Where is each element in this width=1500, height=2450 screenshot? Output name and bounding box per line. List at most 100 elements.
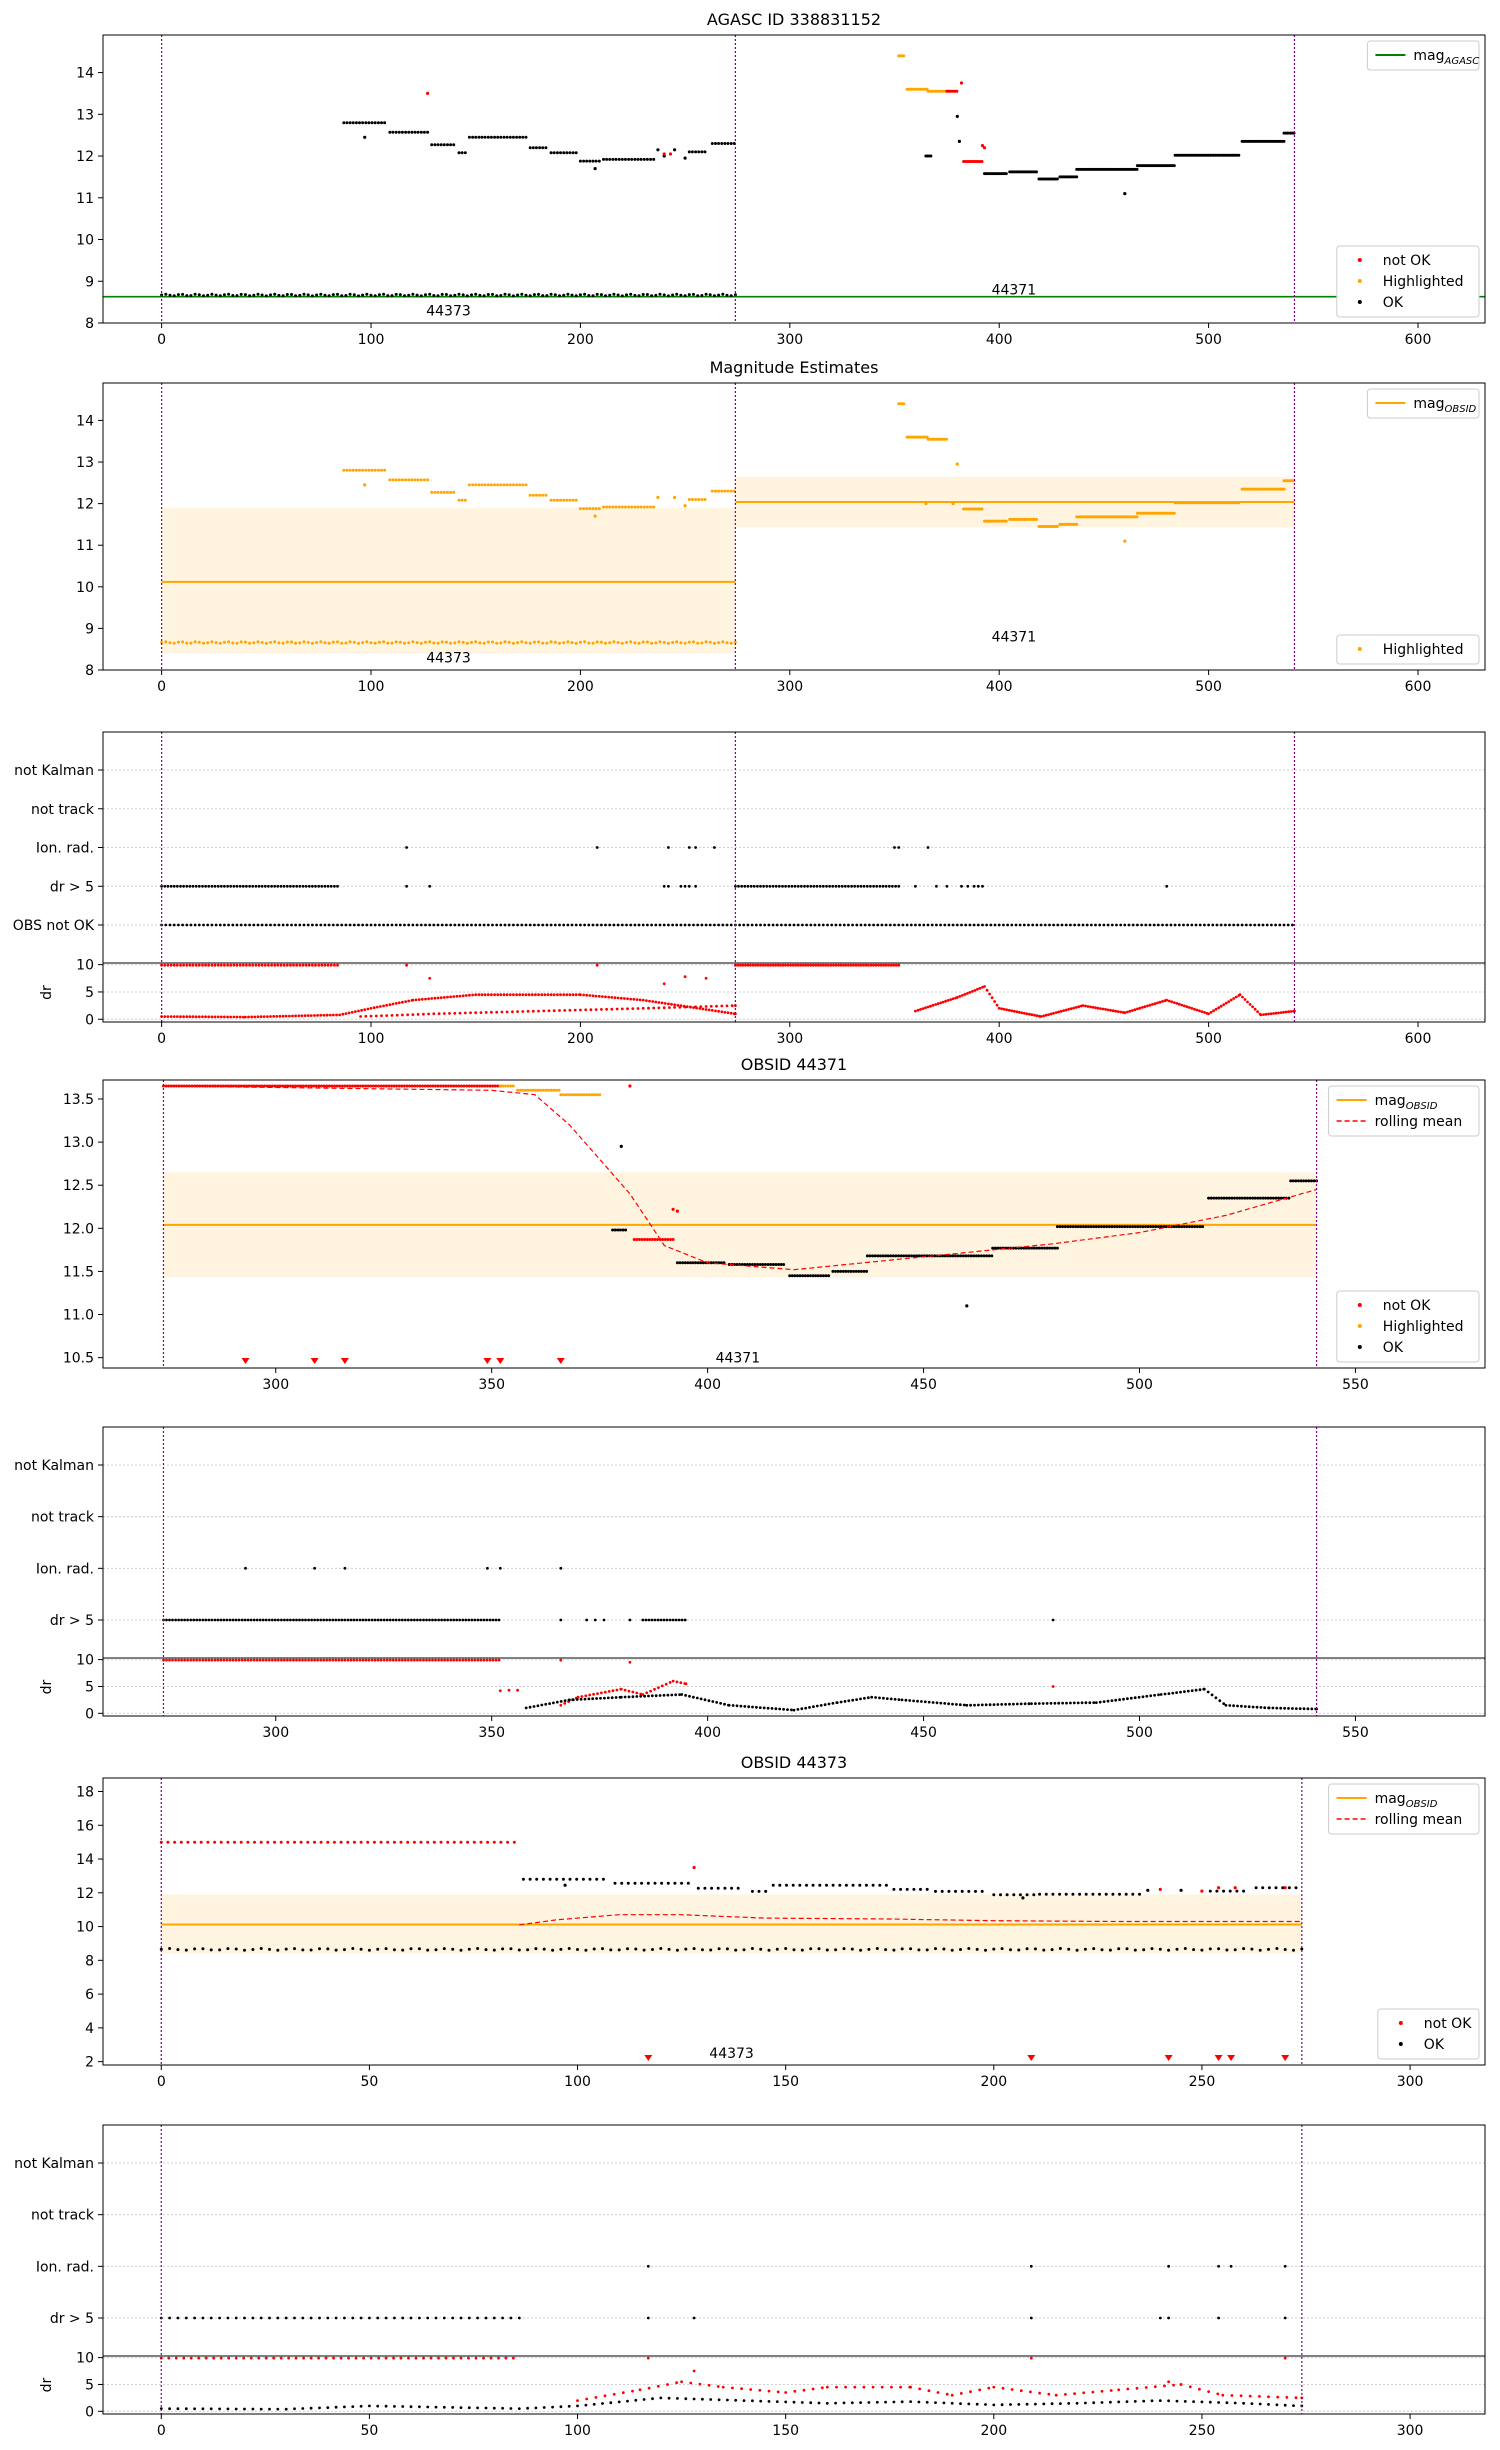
data-point: [869, 884, 872, 888]
data-point: [686, 1261, 690, 1265]
data-point: [825, 1948, 829, 1952]
data-point: [407, 293, 411, 297]
data-point: [344, 1012, 348, 1015]
dr-axis-label: dr: [39, 1679, 55, 1694]
data-point: [482, 641, 486, 645]
data-point: [343, 1084, 347, 1088]
data-point: [534, 993, 537, 997]
x-tick-label: 500: [1195, 332, 1222, 348]
data-point: [726, 489, 730, 493]
data-point: [235, 963, 239, 967]
data-point: [993, 1246, 997, 1250]
data-point: [694, 846, 697, 849]
data-point: [675, 2381, 678, 2385]
data-point: [1302, 1707, 1306, 1711]
data-point: [512, 1840, 516, 1844]
data-point: [1267, 1012, 1270, 1016]
data-point: [1076, 1225, 1080, 1229]
data-point: [216, 1658, 220, 1662]
data-point: [1094, 1701, 1098, 1704]
data-point: [574, 498, 578, 502]
data-point: [834, 923, 838, 927]
data-point: [444, 293, 448, 296]
data-point: [225, 1658, 229, 1662]
data-point: [770, 1707, 774, 1710]
data-point: [426, 1948, 430, 1952]
data-point: [992, 2403, 996, 2407]
data-point: [338, 1084, 342, 1088]
data-point: [1035, 1014, 1039, 1018]
data-point: [563, 1883, 567, 1887]
data-point: [1246, 1196, 1249, 1200]
data-point: [660, 1684, 664, 1688]
data-point: [704, 976, 708, 980]
data-point: [639, 1692, 643, 1696]
data-point: [714, 142, 717, 145]
data-point: [333, 884, 336, 888]
data-point: [521, 1088, 525, 1092]
data-point: [470, 1658, 474, 1662]
data-point: [482, 1658, 486, 1662]
data-point: [273, 640, 277, 644]
data-point: [603, 1690, 607, 1694]
data-point: [355, 1658, 359, 1662]
data-point: [174, 1658, 178, 1662]
data-point: [176, 2407, 180, 2411]
data-point: [605, 157, 609, 161]
data-point: [664, 1682, 668, 1686]
legend-swatch: [1357, 1345, 1362, 1349]
data-point: [859, 1948, 863, 1952]
data-point: [750, 923, 754, 927]
data-point: [739, 963, 742, 967]
data-point: [1078, 1892, 1082, 1896]
data-point: [457, 292, 461, 296]
data-point: [401, 1000, 404, 1004]
data-point: [967, 1947, 971, 1950]
data-point: [881, 884, 885, 888]
data-point: [185, 923, 189, 927]
flag-row-label: not track: [31, 2208, 95, 2224]
data-point: [256, 640, 260, 644]
data-point: [386, 1840, 390, 1844]
data-point: [761, 963, 765, 967]
data-point: [319, 1658, 323, 1662]
data-point: [249, 2356, 253, 2360]
data-point: [1277, 1011, 1280, 1015]
data-point: [552, 151, 556, 155]
data-point: [859, 1269, 863, 1273]
data-point: [942, 1947, 946, 1951]
data-point: [1027, 1246, 1031, 1250]
data-point: [474, 292, 478, 296]
data-point: [237, 1618, 241, 1622]
data-point: [524, 1706, 528, 1710]
data-point: [834, 2401, 837, 2405]
data-point: [1282, 487, 1286, 491]
data-point: [1037, 1702, 1041, 1705]
data-point: [294, 1084, 298, 1088]
data-point: [1059, 2402, 1062, 2406]
data-point: [733, 293, 737, 297]
data-point: [837, 884, 841, 888]
data-point: [1085, 923, 1089, 927]
data-point: [240, 1658, 244, 1662]
data-point: [923, 1700, 927, 1704]
data-point: [679, 884, 683, 888]
legend-frame: [1366, 388, 1480, 419]
data-point: [897, 1254, 900, 1258]
data-point: [1259, 1706, 1263, 1709]
data-point: [209, 2407, 213, 2411]
data-point: [1096, 1006, 1100, 1010]
data-point: [1110, 923, 1114, 927]
data-point: [1217, 1006, 1221, 1010]
data-point: [400, 478, 404, 482]
data-point: [461, 923, 465, 927]
data-point: [240, 1618, 244, 1622]
data-point: [1157, 1225, 1160, 1229]
data-point: [354, 468, 358, 472]
data-point: [358, 1618, 362, 1622]
data-point: [1194, 1688, 1198, 1692]
data-point: [1080, 1701, 1084, 1705]
data-point: [777, 1263, 780, 1266]
data-point: [934, 1003, 937, 1006]
